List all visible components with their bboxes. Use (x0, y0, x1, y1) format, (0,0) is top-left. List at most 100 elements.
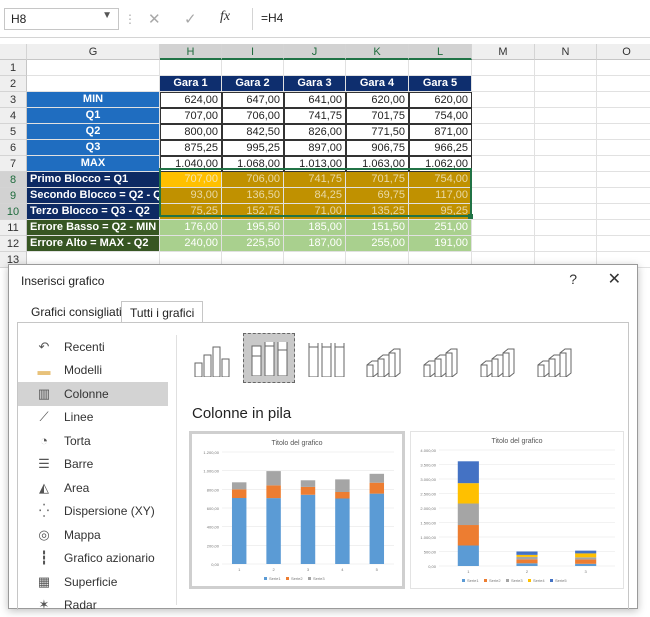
subtype-100-stacked-column[interactable] (300, 333, 352, 383)
table-cell[interactable]: 620,00 (346, 92, 409, 108)
chart-category-column-chart[interactable]: ▥Colonne (18, 382, 168, 406)
column-header-i[interactable]: I (222, 44, 284, 60)
table-cell[interactable]: 255,00 (346, 236, 409, 252)
column-label[interactable]: Gara 1 (160, 76, 222, 92)
table-cell[interactable]: 620,00 (409, 92, 472, 108)
table-cell[interactable]: 707,00 (160, 108, 222, 124)
chart-category-map[interactable]: ◎Mappa (18, 523, 168, 547)
cell[interactable] (472, 76, 535, 92)
table-cell[interactable]: 240,00 (160, 236, 222, 252)
cell[interactable] (472, 220, 535, 236)
table-cell[interactable]: 187,00 (284, 236, 346, 252)
cell[interactable] (222, 60, 284, 76)
cell[interactable] (597, 60, 650, 76)
row-header-5[interactable]: 5 (0, 124, 27, 140)
cell[interactable] (472, 60, 535, 76)
row-header-12[interactable]: 12 (0, 236, 27, 252)
row-label[interactable]: Secondo Blocco = Q2 - Q1 (27, 188, 160, 204)
column-header-n[interactable]: N (535, 44, 597, 60)
formula-input[interactable]: =H4 (252, 8, 650, 30)
cell[interactable] (535, 188, 597, 204)
table-cell[interactable]: 897,00 (284, 140, 346, 156)
cell[interactable] (409, 60, 472, 76)
subtype-3d-100-stacked-column[interactable] (471, 333, 523, 383)
cell[interactable] (535, 156, 597, 172)
name-box[interactable]: H8▼ (4, 8, 119, 30)
cell[interactable] (597, 204, 650, 220)
table-cell[interactable]: 176,00 (160, 220, 222, 236)
row-label[interactable]: Terzo Blocco = Q3 - Q2 (27, 204, 160, 220)
column-label[interactable]: Gara 3 (284, 76, 346, 92)
table-cell[interactable]: 800,00 (160, 124, 222, 140)
row-label[interactable]: Primo Blocco = Q1 (27, 172, 160, 188)
cell[interactable] (472, 188, 535, 204)
cell[interactable] (597, 140, 650, 156)
row-label[interactable]: MIN (27, 92, 160, 108)
subtype-clustered-column[interactable] (186, 333, 238, 383)
subtype-3d-clustered-column[interactable] (357, 333, 409, 383)
column-label[interactable]: Gara 4 (346, 76, 409, 92)
table-cell[interactable]: 995,25 (222, 140, 284, 156)
table-cell[interactable]: 195,50 (222, 220, 284, 236)
chart-category-line-chart[interactable]: ⟋Linee (18, 406, 168, 430)
cancel-icon[interactable]: ✕ (148, 10, 161, 28)
column-header-l[interactable]: L (409, 44, 472, 60)
cell[interactable] (597, 108, 650, 124)
table-cell[interactable]: 906,75 (346, 140, 409, 156)
cell[interactable] (597, 156, 650, 172)
cell[interactable] (535, 76, 597, 92)
cell[interactable] (27, 76, 160, 92)
fill-handle[interactable] (468, 214, 473, 219)
column-header-o[interactable]: O (597, 44, 650, 60)
row-label[interactable]: Errore Basso = Q2 - MIN (27, 220, 160, 236)
column-header-k[interactable]: K (346, 44, 409, 60)
chevron-down-icon[interactable]: ▼ (102, 10, 112, 21)
subtype-3d-column[interactable] (528, 333, 580, 383)
row-label[interactable]: Q2 (27, 124, 160, 140)
subtype-stacked-column[interactable] (243, 333, 295, 383)
chart-category-scatter-chart[interactable]: ⁛Dispersione (XY) (18, 500, 168, 524)
cell[interactable] (535, 204, 597, 220)
cell[interactable] (535, 236, 597, 252)
cell[interactable] (160, 60, 222, 76)
cell[interactable] (27, 60, 160, 76)
row-label[interactable]: MAX (27, 156, 160, 172)
table-cell[interactable]: 875,25 (160, 140, 222, 156)
table-cell[interactable]: 842,50 (222, 124, 284, 140)
table-cell[interactable]: 706,00 (222, 108, 284, 124)
select-all-corner[interactable] (0, 44, 27, 60)
cell[interactable] (472, 236, 535, 252)
table-cell[interactable]: 701,75 (346, 108, 409, 124)
column-label[interactable]: Gara 2 (222, 76, 284, 92)
cell[interactable] (472, 108, 535, 124)
table-cell[interactable]: 191,00 (409, 236, 472, 252)
cell[interactable] (535, 172, 597, 188)
row-header-10[interactable]: 10 (0, 204, 27, 220)
row-header-4[interactable]: 4 (0, 108, 27, 124)
row-header-2[interactable]: 2 (0, 76, 27, 92)
cell[interactable] (535, 60, 597, 76)
cell[interactable] (535, 108, 597, 124)
cell[interactable] (597, 220, 650, 236)
cell[interactable] (597, 124, 650, 140)
cell[interactable] (472, 156, 535, 172)
chart-category-radar-chart[interactable]: ✶Radar (18, 594, 168, 617)
table-cell[interactable]: 754,00 (409, 108, 472, 124)
table-cell[interactable]: 151,50 (346, 220, 409, 236)
confirm-icon[interactable]: ✓ (184, 10, 197, 28)
chart-category-stock-chart[interactable]: ┇Grafico azionario (18, 547, 168, 571)
table-cell[interactable]: 647,00 (222, 92, 284, 108)
row-header-6[interactable]: 6 (0, 140, 27, 156)
chart-category-surface-chart[interactable]: ▦Superficie (18, 570, 168, 594)
cell[interactable] (597, 172, 650, 188)
subtype-3d-stacked-column[interactable] (414, 333, 466, 383)
row-header-11[interactable]: 11 (0, 220, 27, 236)
table-cell[interactable]: 185,00 (284, 220, 346, 236)
cell[interactable] (535, 124, 597, 140)
cell[interactable] (284, 60, 346, 76)
column-header-g[interactable]: G (27, 44, 160, 60)
column-header-j[interactable]: J (284, 44, 346, 60)
cell[interactable] (472, 124, 535, 140)
column-header-m[interactable]: M (472, 44, 535, 60)
